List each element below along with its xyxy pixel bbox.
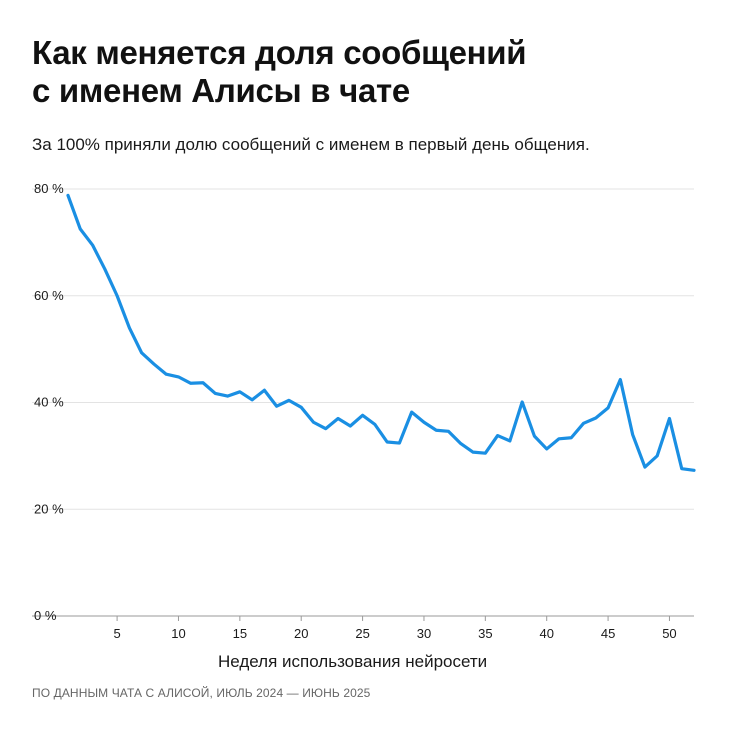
x-tick-label: 15 (233, 626, 247, 641)
x-tick-label: 25 (355, 626, 369, 641)
x-tick-label: 20 (294, 626, 308, 641)
series-line-0 (66, 193, 696, 472)
chart-title-line-1: Как меняется доля сообщений (32, 34, 527, 71)
y-tick-label: 80 % (34, 181, 64, 196)
source-note: ПО ДАННЫМ ЧАТА С АЛИСОЙ, ИЮЛЬ 2024 — ИЮН… (32, 686, 371, 700)
x-tick-label: 10 (171, 626, 185, 641)
chart-subtitle: За 100% приняли долю сообщений с именем … (32, 135, 590, 154)
x-tick-label: 30 (417, 626, 431, 641)
y-tick-label: 40 % (34, 395, 64, 410)
chart-title-line-2: с именем Алисы в чате (32, 72, 410, 109)
y-tick-label: 0 % (34, 608, 57, 623)
y-tick-label: 20 % (34, 501, 64, 516)
x-tick-label: 5 (113, 626, 120, 641)
grid-layer (32, 188, 694, 617)
x-tick-label: 35 (478, 626, 492, 641)
chart-title: Как меняется доля сообщений с именем Али… (32, 34, 692, 110)
x-axis-ticks: 5 10 15 20 25 30 35 40 45 50 (113, 616, 677, 641)
y-axis-ticks: 0 % 20 % 40 % 60 % 80 % (34, 181, 64, 623)
series-layer (66, 193, 696, 472)
y-tick-label: 60 % (34, 288, 64, 303)
x-axis-title: Неделя использования нейросети (218, 652, 488, 671)
x-tick-label: 45 (601, 626, 615, 641)
x-tick-label: 40 (539, 626, 553, 641)
x-tick-label: 50 (662, 626, 676, 641)
